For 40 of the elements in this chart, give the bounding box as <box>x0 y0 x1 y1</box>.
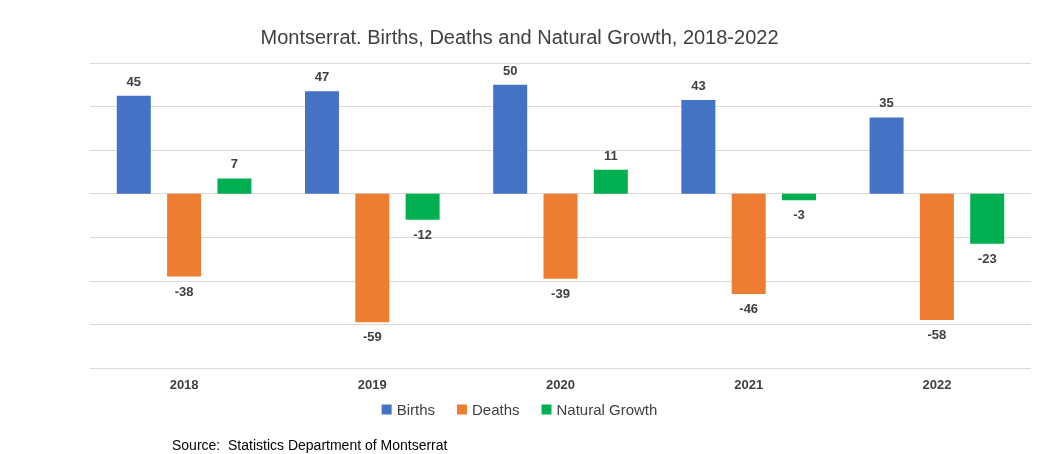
bar <box>970 193 1005 244</box>
bar <box>355 193 390 323</box>
data-label: 7 <box>230 156 239 172</box>
legend-label: Births <box>396 401 435 418</box>
bar <box>869 117 904 194</box>
data-label: 35 <box>879 95 894 111</box>
data-label: 45 <box>126 73 142 89</box>
data-label: 11 <box>603 147 618 163</box>
bar <box>116 95 151 194</box>
data-label: -12 <box>413 226 433 242</box>
bar <box>782 193 817 201</box>
bar <box>405 193 440 220</box>
bar <box>167 193 202 277</box>
x-tick-label: 2021 <box>734 377 764 392</box>
data-label: -38 <box>174 283 194 299</box>
data-label: -39 <box>551 285 570 301</box>
x-tick-label: 2022 <box>922 377 952 392</box>
bar <box>493 84 528 194</box>
data-label: -58 <box>927 327 947 343</box>
data-label: 43 <box>691 78 706 94</box>
data-label: -3 <box>793 207 805 223</box>
data-label: -46 <box>739 300 759 316</box>
x-tick-label: 2020 <box>546 377 575 392</box>
bar <box>731 193 766 294</box>
legend-label: Natural Growth <box>556 401 658 418</box>
bar <box>681 100 716 194</box>
bar <box>304 91 339 194</box>
legend-label: Deaths <box>471 401 520 418</box>
x-tick-label: 2019 <box>357 377 387 392</box>
bar <box>919 193 954 321</box>
data-label: -59 <box>362 329 382 345</box>
data-label: -23 <box>977 250 997 266</box>
source-note: Source: Statistics Department of Montserrat <box>172 437 448 453</box>
data-label: 50 <box>502 62 518 78</box>
x-tick-label: 2018 <box>169 377 199 392</box>
bar <box>543 193 578 279</box>
data-label: 47 <box>314 69 330 85</box>
bar <box>217 178 252 194</box>
chart-title: Montserrat. Births, Deaths and Natural Growth, 2018-2022 <box>260 26 779 48</box>
bar <box>593 169 628 194</box>
